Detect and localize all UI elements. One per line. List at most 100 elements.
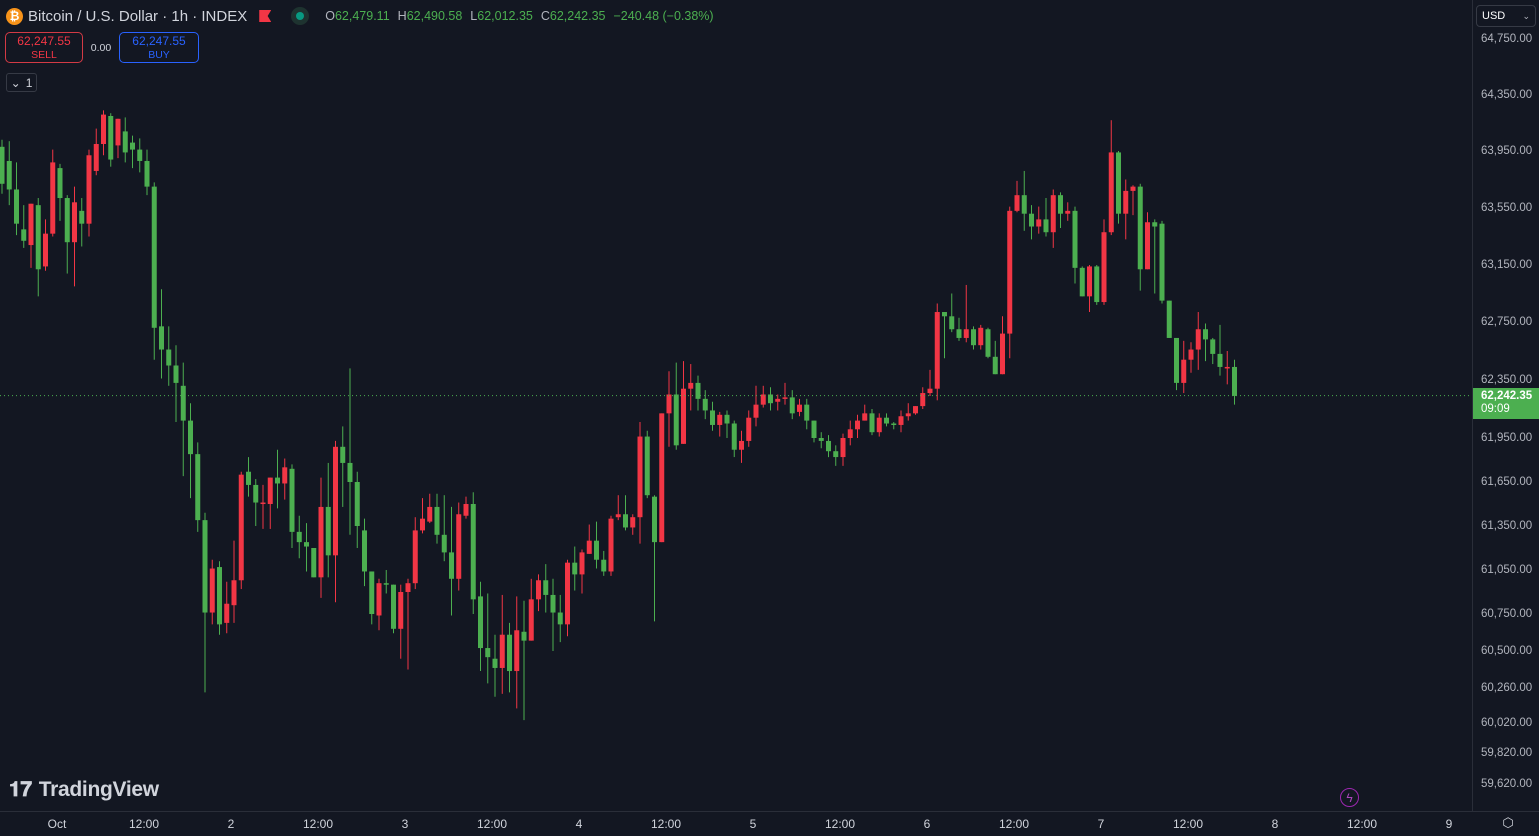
trade-panel: 62,247.55 SELL 0.00 62,247.55 BUY — [5, 32, 199, 63]
market-status-icon[interactable] — [291, 7, 310, 25]
candle — [311, 548, 317, 578]
candle — [1079, 267, 1085, 297]
price-tick: 60,260.00 — [1481, 682, 1533, 694]
chevron-down-icon: ⌄ — [10, 75, 21, 90]
candle — [586, 540, 592, 554]
candle — [717, 414, 723, 425]
ohlc-values: O62,479.11 H62,490.58 L62,012.35 C62,242… — [325, 9, 713, 23]
candle — [536, 580, 541, 600]
candle — [130, 142, 135, 150]
candle — [180, 385, 186, 421]
candle — [985, 329, 991, 357]
symbol-title[interactable]: Bitcoin / U.S. Dollar · 1h · INDEX — [28, 7, 248, 25]
candle — [1217, 353, 1223, 367]
last-price-label: 62,242.35 09:09 — [1473, 388, 1539, 419]
candle — [731, 423, 737, 450]
ohlc-low: L62,012.35 — [470, 9, 533, 23]
price-axis[interactable] — [1472, 0, 1539, 811]
time-axis[interactable] — [0, 811, 1539, 836]
price-tick: 59,620.00 — [1481, 778, 1533, 790]
candle — [1210, 339, 1216, 354]
buy-button[interactable]: 62,247.55 BUY — [119, 32, 199, 63]
price-tick: 63,950.00 — [1481, 145, 1533, 157]
candle — [615, 514, 621, 518]
candlestick-chart[interactable] — [0, 0, 1472, 811]
candle — [347, 462, 353, 482]
candle — [891, 423, 897, 425]
candle — [637, 436, 643, 518]
time-tick: 12:00 — [998, 817, 1030, 831]
price-tick: 59,820.00 — [1481, 747, 1533, 759]
candle — [151, 186, 157, 328]
candle — [840, 438, 846, 458]
candle — [543, 580, 549, 595]
candle — [695, 382, 701, 399]
candle — [108, 116, 114, 160]
candle — [811, 420, 817, 438]
candle — [659, 413, 665, 543]
candle — [673, 394, 679, 446]
flag-icon[interactable] — [259, 10, 271, 22]
price-tick: 62,750.00 — [1481, 316, 1533, 328]
candle — [1123, 190, 1129, 214]
candle — [376, 583, 382, 616]
candle — [782, 397, 788, 399]
candle — [14, 189, 19, 224]
candle — [1007, 210, 1013, 334]
candle — [565, 562, 570, 625]
candle — [1195, 329, 1201, 350]
candle — [942, 312, 947, 317]
time-tick: 12:00 — [1346, 817, 1378, 831]
candle — [1224, 366, 1230, 369]
candle — [507, 634, 512, 672]
candle — [195, 454, 201, 521]
candle — [159, 326, 164, 350]
buy-label: BUY — [148, 48, 170, 61]
candle — [804, 404, 810, 421]
candle — [1159, 223, 1165, 301]
ohlc-open: O62,479.11 — [325, 9, 390, 23]
price-tick: 63,550.00 — [1481, 202, 1533, 214]
tradingview-logo[interactable]: 𝟏𝟕 TradingView — [9, 778, 159, 802]
price-tick: 60,500.00 — [1481, 645, 1533, 657]
collapse-indicators-button[interactable]: ⌄ 1 — [6, 73, 37, 92]
candle — [296, 531, 302, 543]
candle — [238, 474, 244, 581]
lightning-icon[interactable]: ϟ — [1340, 788, 1359, 807]
candle — [209, 568, 215, 613]
symbol-legend: ₿ Bitcoin / U.S. Dollar · 1h · INDEX O62… — [6, 6, 714, 26]
sell-button[interactable]: 62,247.55 SELL — [5, 32, 83, 63]
candle — [456, 514, 462, 579]
candle — [304, 542, 309, 547]
candle — [1174, 337, 1179, 383]
candle — [992, 356, 998, 375]
settings-icon[interactable]: ⬡ — [1502, 815, 1514, 830]
candle — [1065, 210, 1071, 214]
candle — [434, 506, 440, 535]
candle — [318, 506, 324, 578]
candle — [43, 233, 48, 267]
candle — [1058, 195, 1063, 214]
price-tick: 61,050.00 — [1481, 564, 1533, 576]
candle — [253, 484, 259, 503]
time-tick: 9 — [1445, 817, 1453, 831]
candle — [333, 446, 338, 556]
candle — [1014, 195, 1020, 211]
candle — [231, 580, 237, 606]
candle — [1152, 222, 1158, 227]
currency-select[interactable]: USD ⌄ — [1476, 5, 1536, 27]
candle — [1036, 219, 1042, 227]
candle — [1072, 210, 1078, 268]
ohlc-close: C62,242.35 — [540, 9, 606, 23]
candle — [710, 410, 715, 425]
bitcoin-icon: ₿ — [6, 7, 23, 25]
candle — [746, 417, 752, 441]
candle — [1094, 266, 1100, 303]
candle — [818, 438, 824, 441]
candle — [340, 446, 346, 463]
candle — [1087, 266, 1092, 297]
time-tick: 2 — [227, 817, 235, 831]
candle — [485, 648, 491, 658]
candle — [202, 520, 208, 613]
candle — [920, 393, 926, 407]
